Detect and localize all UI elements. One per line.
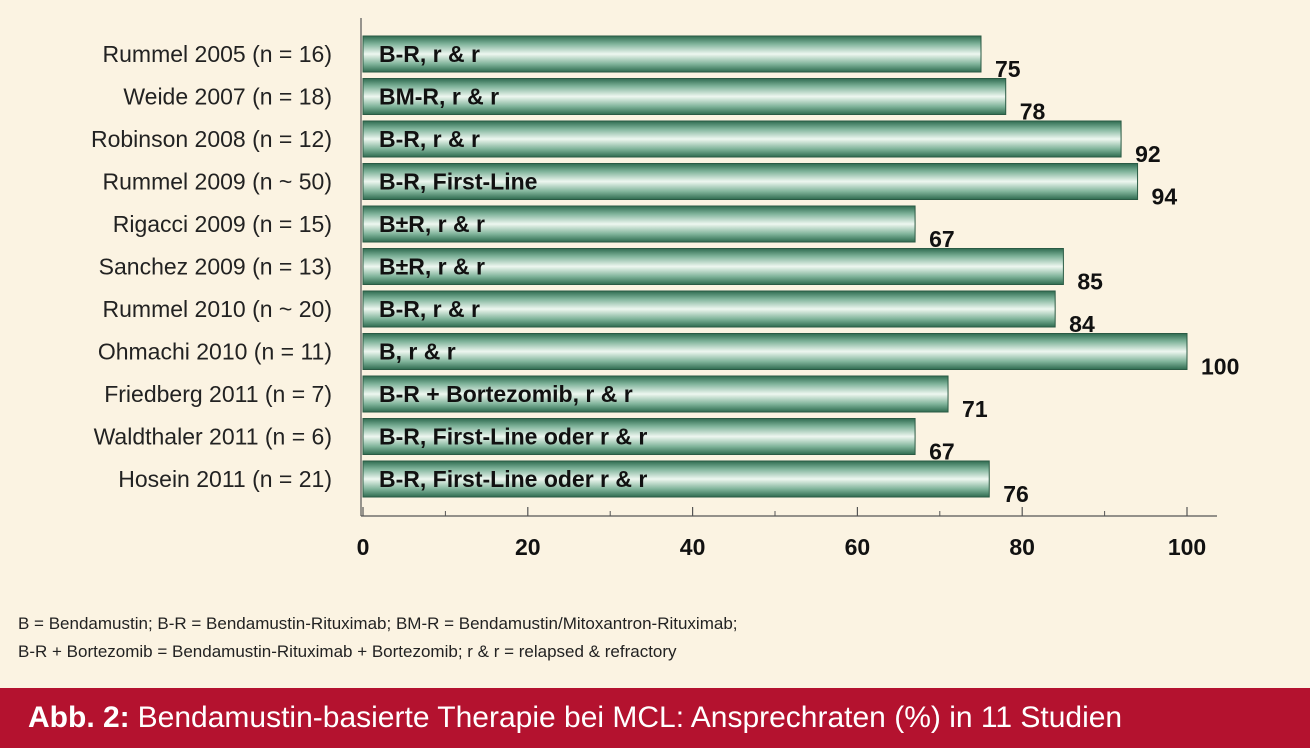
value-label: 67	[929, 226, 955, 252]
value-label: 84	[1069, 311, 1095, 337]
bar	[362, 248, 1064, 285]
bar-label: B-R + Bortezomib, r & r	[379, 381, 633, 407]
bar-label: B-R, First-Line oder r & r	[379, 466, 647, 492]
bar-label: B, r & r	[379, 339, 456, 365]
bar-chart: Rummel 2005 (n = 16) B-R, r & r 75 Weide 20…	[91, 18, 1239, 560]
caption-text: Bendamustin-basierte Therapie bei MCL: A…	[137, 701, 1123, 734]
caption-prefix: Abb. 2:	[28, 701, 130, 734]
x-tick-label: 40	[680, 534, 706, 560]
bar-label: B-R, r & r	[379, 296, 480, 322]
value-label: 78	[1020, 99, 1046, 125]
study-label: Ohmachi 2010 (n = 11)	[98, 339, 332, 365]
study-label: Rummel 2010 (n ~ 20)	[103, 296, 332, 322]
study-label: Robinson 2008 (n = 12)	[91, 126, 332, 152]
bar-label: B-R, r & r	[379, 41, 480, 67]
study-label: Rummel 2005 (n = 16)	[103, 41, 332, 67]
value-label: 67	[929, 439, 955, 465]
bar-label: B-R, r & r	[379, 126, 480, 152]
x-tick-label: 100	[1168, 534, 1206, 560]
bar	[362, 460, 990, 498]
legend-line: B = Bendamustin; B-R = Bendamustin-Ritux…	[18, 614, 738, 633]
bar-label: BM-R, r & r	[379, 84, 499, 110]
figure-caption: Abb. 2: Bendamustin-basierte Therapie be…	[0, 688, 1310, 748]
x-tick-label: 0	[357, 534, 370, 560]
value-label: 71	[962, 396, 988, 422]
bar	[362, 418, 916, 455]
study-label: Sanchez 2009 (n = 13)	[99, 254, 332, 280]
bar	[362, 35, 982, 73]
x-tick-label: 20	[515, 534, 541, 560]
bar-label: B±R, r & r	[379, 254, 485, 280]
bar	[362, 163, 1139, 200]
value-label: 85	[1077, 269, 1103, 295]
value-label: 92	[1135, 141, 1161, 167]
value-label: 76	[1003, 481, 1029, 507]
x-tick-label: 80	[1009, 534, 1035, 560]
bar	[362, 205, 916, 243]
legend-line: B-R + Bortezomib = Bendamustin-Rituximab…	[18, 642, 677, 661]
study-label: Friedberg 2011 (n = 7)	[104, 381, 332, 407]
study-label: Hosein 2011 (n = 21)	[118, 466, 332, 492]
value-label: 100	[1201, 354, 1239, 380]
study-label: Weide 2007 (n = 18)	[123, 84, 332, 110]
bar	[362, 290, 1056, 328]
abbreviation-legend: B = Bendamustin; B-R = Bendamustin-Ritux…	[18, 610, 738, 666]
bar	[362, 120, 1122, 158]
study-label: Waldthaler 2011 (n = 6)	[94, 424, 332, 450]
bar-label: B-R, First-Line oder r & r	[379, 424, 647, 450]
bar	[362, 78, 1007, 115]
x-tick-label: 60	[845, 534, 871, 560]
bar-label: B±R, r & r	[379, 211, 485, 237]
bar	[362, 333, 1188, 370]
value-label: 94	[1152, 184, 1178, 210]
study-label: Rummel 2009 (n ~ 50)	[103, 169, 332, 195]
value-label: 75	[995, 56, 1021, 82]
bar-label: B-R, First-Line	[379, 169, 537, 195]
bar	[362, 375, 949, 413]
study-label: Rigacci 2009 (n = 15)	[113, 211, 332, 237]
